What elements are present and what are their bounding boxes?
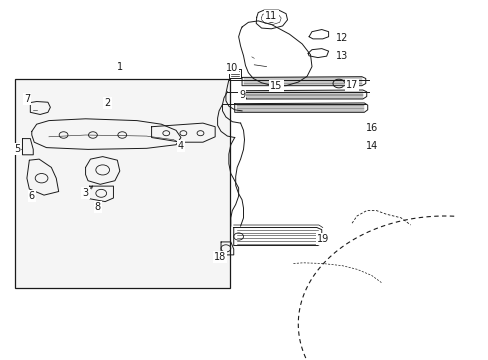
Text: 17: 17 bbox=[345, 80, 358, 90]
Text: 6: 6 bbox=[29, 191, 35, 201]
Bar bbox=[15, 79, 229, 288]
Text: 10: 10 bbox=[225, 63, 238, 73]
Text: 2: 2 bbox=[104, 98, 110, 108]
Text: 5: 5 bbox=[14, 144, 20, 154]
Text: 11: 11 bbox=[264, 11, 277, 21]
Text: 1: 1 bbox=[117, 62, 122, 72]
Text: 15: 15 bbox=[269, 81, 282, 91]
Text: 19: 19 bbox=[316, 234, 328, 244]
Text: 14: 14 bbox=[365, 141, 377, 151]
Text: 7: 7 bbox=[24, 94, 30, 104]
Text: 13: 13 bbox=[335, 51, 348, 61]
Text: 18: 18 bbox=[213, 252, 226, 262]
Text: 12: 12 bbox=[335, 33, 348, 43]
Text: 9: 9 bbox=[239, 90, 244, 100]
Text: 3: 3 bbox=[82, 188, 88, 198]
Text: 4: 4 bbox=[178, 141, 183, 151]
Text: 16: 16 bbox=[365, 123, 377, 133]
Text: 8: 8 bbox=[95, 202, 101, 212]
